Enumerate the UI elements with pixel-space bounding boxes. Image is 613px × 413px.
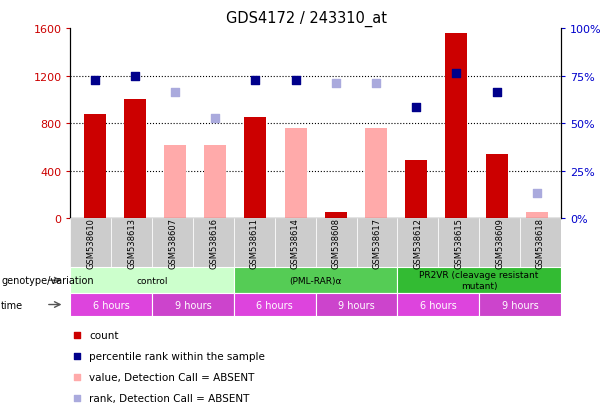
Text: GDS4172 / 243310_at: GDS4172 / 243310_at bbox=[226, 10, 387, 26]
Bar bbox=[397, 294, 479, 316]
Text: rank, Detection Call = ABSENT: rank, Detection Call = ABSENT bbox=[89, 393, 249, 403]
Point bbox=[371, 80, 381, 87]
Bar bbox=[438, 219, 479, 268]
Bar bbox=[193, 219, 234, 268]
Point bbox=[89, 78, 99, 85]
Point bbox=[210, 116, 220, 123]
Point bbox=[331, 80, 341, 87]
Bar bbox=[245, 118, 267, 219]
Text: GSM538613: GSM538613 bbox=[128, 218, 136, 268]
Bar bbox=[204, 145, 226, 219]
Bar bbox=[365, 129, 387, 219]
Text: value, Detection Call = ABSENT: value, Detection Call = ABSENT bbox=[89, 372, 254, 382]
Bar bbox=[316, 294, 397, 316]
Text: GSM538614: GSM538614 bbox=[291, 218, 300, 268]
Text: 6 hours: 6 hours bbox=[93, 300, 130, 310]
Text: time: time bbox=[1, 300, 23, 310]
Bar bbox=[397, 268, 561, 294]
Text: 6 hours: 6 hours bbox=[256, 300, 293, 310]
Text: GSM538610: GSM538610 bbox=[86, 218, 96, 268]
Bar bbox=[152, 219, 193, 268]
Text: GSM538611: GSM538611 bbox=[250, 218, 259, 268]
Point bbox=[72, 395, 82, 401]
Text: GSM538612: GSM538612 bbox=[413, 218, 422, 268]
Text: GSM538608: GSM538608 bbox=[332, 218, 341, 268]
Bar bbox=[83, 114, 105, 219]
Text: genotype/variation: genotype/variation bbox=[1, 275, 94, 285]
Text: 9 hours: 9 hours bbox=[338, 300, 375, 310]
Point bbox=[411, 104, 421, 111]
Bar bbox=[70, 294, 152, 316]
Bar bbox=[397, 219, 438, 268]
Text: GSM538615: GSM538615 bbox=[454, 218, 463, 268]
Bar bbox=[234, 268, 397, 294]
Point bbox=[251, 78, 261, 85]
Bar bbox=[275, 219, 316, 268]
Point bbox=[72, 374, 82, 380]
Text: percentile rank within the sample: percentile rank within the sample bbox=[89, 351, 265, 361]
Text: GSM538609: GSM538609 bbox=[495, 218, 504, 268]
Text: count: count bbox=[89, 330, 118, 340]
Bar bbox=[284, 129, 306, 219]
Point bbox=[492, 90, 501, 96]
Text: PR2VR (cleavage resistant
mutant): PR2VR (cleavage resistant mutant) bbox=[419, 271, 539, 290]
Bar bbox=[234, 219, 275, 268]
Text: GSM538618: GSM538618 bbox=[536, 218, 545, 268]
Text: 9 hours: 9 hours bbox=[175, 300, 211, 310]
Text: 9 hours: 9 hours bbox=[501, 300, 538, 310]
Point bbox=[72, 353, 82, 359]
Text: (PML-RAR)α: (PML-RAR)α bbox=[289, 276, 342, 285]
Point bbox=[532, 191, 542, 197]
Bar bbox=[357, 219, 397, 268]
Point bbox=[170, 90, 180, 96]
Bar bbox=[445, 34, 468, 219]
Text: GSM538616: GSM538616 bbox=[209, 218, 218, 268]
Bar bbox=[124, 100, 146, 219]
Bar bbox=[234, 294, 316, 316]
Bar bbox=[112, 219, 152, 268]
Bar bbox=[479, 219, 520, 268]
Bar bbox=[526, 213, 548, 219]
Point bbox=[72, 332, 82, 338]
Bar bbox=[325, 213, 347, 219]
Bar bbox=[485, 155, 508, 219]
Text: GSM538607: GSM538607 bbox=[168, 218, 177, 268]
Point bbox=[291, 78, 300, 85]
Bar bbox=[70, 268, 234, 294]
Bar bbox=[70, 219, 112, 268]
Text: 6 hours: 6 hours bbox=[420, 300, 457, 310]
Bar bbox=[316, 219, 357, 268]
Text: GSM538617: GSM538617 bbox=[373, 218, 381, 268]
Point bbox=[452, 71, 462, 77]
Point bbox=[130, 73, 140, 80]
Bar bbox=[405, 161, 427, 219]
Bar bbox=[520, 219, 561, 268]
Bar bbox=[479, 294, 561, 316]
Text: control: control bbox=[137, 276, 168, 285]
Bar bbox=[164, 145, 186, 219]
Bar bbox=[152, 294, 234, 316]
